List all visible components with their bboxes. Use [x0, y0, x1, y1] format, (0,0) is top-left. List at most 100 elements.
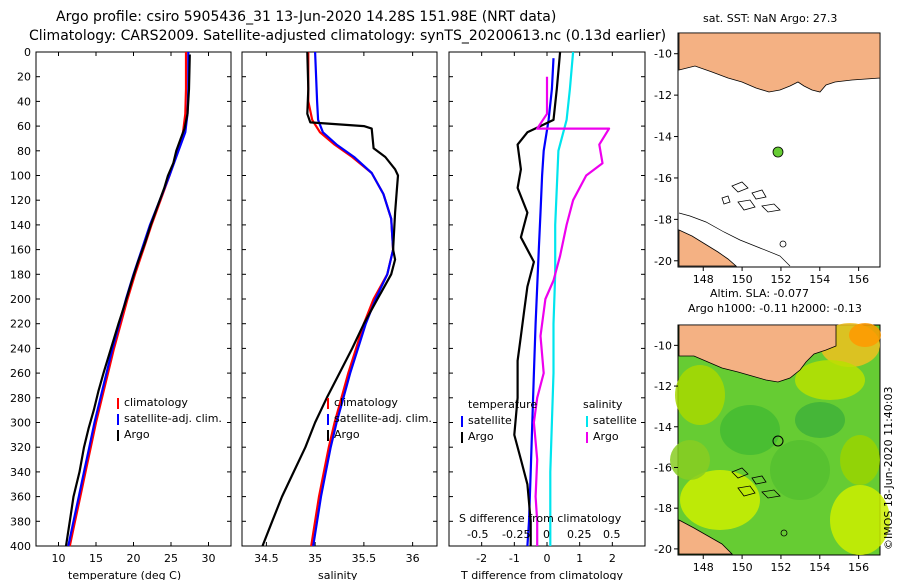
difference-legend: temperature salinity satellite Argo sate…: [461, 398, 637, 443]
sla-anomaly-patch: [720, 405, 780, 455]
legend-label-climatology: climatology: [334, 396, 398, 409]
legend-label-climatology: climatology: [124, 396, 188, 409]
x-tick-label: 2: [609, 552, 616, 565]
series-line-t-argo: [513, 51, 562, 546]
legend-label-t-satellite: satellite: [468, 414, 512, 427]
depth-axis: 0 20 40 60 80 100 120 140 160 180 200 220 240 260 280 3…: [10, 46, 231, 553]
legend-swatch-climatology: [327, 398, 329, 409]
legend-label-argo: Argo: [124, 428, 150, 441]
sla-map: Altim. SLA: -0.077 Argo h1000: -0.11 h20…: [654, 287, 890, 574]
lat-tick-label: -10: [654, 339, 672, 352]
legend-title-temperature: temperature: [468, 398, 537, 411]
x-tick-label: 20: [127, 552, 141, 565]
x-tick-label: 35: [308, 552, 322, 565]
x-tick-label: 15: [89, 552, 103, 565]
land-southwest-sla: [678, 519, 733, 555]
series-line-s-argo: [532, 76, 611, 546]
salinity-axes-frame: [241, 51, 438, 547]
depth-tick-label: 80: [17, 145, 31, 158]
temperature-series: [64, 52, 191, 547]
temperature-xlabel: temperature (deg C): [68, 569, 181, 580]
legend-label-satellite: satellite-adj. clim.: [334, 412, 432, 425]
salinity-xlabel: salinity: [318, 569, 358, 580]
sla-map-title-1: Altim. SLA: -0.077: [710, 287, 809, 300]
legend-label-s-argo: Argo: [593, 430, 619, 443]
land-southwest: [678, 229, 738, 267]
sla-color-field: [670, 323, 890, 555]
lon-tick-label: 148: [693, 273, 714, 286]
salinity-panel: 34.5 35 35.5 36 salinity climatology satell…: [241, 51, 438, 580]
depth-tick-label: 400: [10, 540, 31, 553]
series-line-t-satellite: [526, 58, 555, 547]
depth-tick-label: 0: [24, 46, 31, 59]
x-tick-label: 34.5: [254, 552, 279, 565]
lat-tick-label: -14: [654, 421, 672, 434]
lat-tick-label: -16: [654, 461, 672, 474]
sla-map-axes: -10 -12 -14 -16 -18 -20 148 150 152 154 156: [654, 339, 869, 574]
sla-anomaly-patch: [675, 365, 725, 425]
sla-anomaly-patch: [670, 440, 710, 480]
depth-tick-label: 260: [10, 367, 31, 380]
depth-tick-label: 20: [17, 71, 31, 84]
lat-tick-label: -12: [654, 89, 672, 102]
sla-argo-location-marker: [772, 435, 784, 447]
sla-anomaly-patch: [770, 440, 830, 500]
series-line-s-satellite: [549, 51, 575, 546]
temperature-legend: climatology satellite-adj. clim. Argo: [117, 396, 222, 441]
temperature-panel: 0 20 40 60 80 100 120 140 160 180 200 220 240 260 280 3…: [10, 46, 232, 580]
depth-tick-label: 100: [10, 170, 31, 183]
lat-tick-label: -10: [654, 48, 672, 61]
s-tick-1: -0.5: [467, 528, 488, 541]
depth-tick-label: 380: [10, 515, 31, 528]
x-tick-label: 0: [544, 552, 551, 565]
x-tick-label: 10: [52, 552, 66, 565]
legend-swatch-t-satellite: [461, 416, 463, 427]
sst-argo-location-marker: [772, 146, 784, 158]
s-tick-2: -0.25: [502, 528, 530, 541]
difference-series: [513, 51, 611, 547]
depth-tick-label: 140: [10, 219, 31, 232]
sla-map-title-2: Argo h1000: -0.11 h2000: -0.13: [688, 302, 862, 315]
sst-map-title: sat. SST: NaN Argo: 27.3: [703, 12, 837, 25]
sst-map-axes: -10 -12 -14 -16 -18 -20 148 150 152 154 156: [654, 48, 869, 286]
sla-anomaly-patch: [840, 435, 880, 485]
small-island-sla: [780, 529, 788, 537]
lon-tick-label: 156: [848, 273, 869, 286]
lat-tick-label: -20: [654, 543, 672, 556]
legend-swatch-satellite: [327, 414, 329, 425]
difference-x-axis: -2 -1 0 1 2: [476, 52, 616, 565]
x-tick-label: -2: [476, 552, 487, 565]
title-line-2: Climatology: CARS2009. Satellite-adjuste…: [29, 28, 666, 44]
lat-tick-label: -18: [654, 502, 672, 515]
sla-anomaly-patch: [830, 485, 890, 555]
legend-swatch-s-satellite: [586, 416, 588, 427]
lon-tick-label: 156: [848, 561, 869, 574]
x-tick-label: 30: [202, 552, 216, 565]
legend-swatch-satellite: [117, 414, 119, 425]
series-line-climatology: [68, 52, 188, 547]
lon-tick-label: 148: [693, 561, 714, 574]
legend-swatch-climatology: [117, 398, 119, 409]
lon-tick-label: 152: [770, 561, 791, 574]
depth-tick-label: 340: [10, 466, 31, 479]
title-line-1: Argo profile: csiro 5905436_31 13-Jun-20…: [56, 9, 556, 25]
depth-tick-label: 280: [10, 392, 31, 405]
difference-xlabel: T difference from climatology: [460, 569, 623, 580]
depth-tick-label: 160: [10, 244, 31, 257]
depth-tick-label: 60: [17, 120, 31, 133]
depth-tick-label: 300: [10, 417, 31, 430]
sst-map: sat. SST: NaN Argo: 27.3 -10 -12 -14 -16 -18…: [654, 12, 881, 286]
depth-tick-label: 240: [10, 342, 31, 355]
depth-tick-label: 220: [10, 318, 31, 331]
s-difference-ticks: -0.5 -0.25 0 0.25 0.5: [467, 528, 621, 541]
land-north-sla: [678, 324, 837, 383]
x-tick-label: 1: [576, 552, 583, 565]
lat-tick-label: -18: [654, 213, 672, 226]
salinity-x-axis: 34.5 35 35.5 36: [254, 52, 420, 565]
depth-tick-label: 320: [10, 441, 31, 454]
x-tick-label: 36: [406, 552, 420, 565]
legend-swatch-s-argo: [586, 432, 588, 443]
depth-tick-label: 360: [10, 491, 31, 504]
lat-tick-label: -20: [654, 255, 672, 268]
